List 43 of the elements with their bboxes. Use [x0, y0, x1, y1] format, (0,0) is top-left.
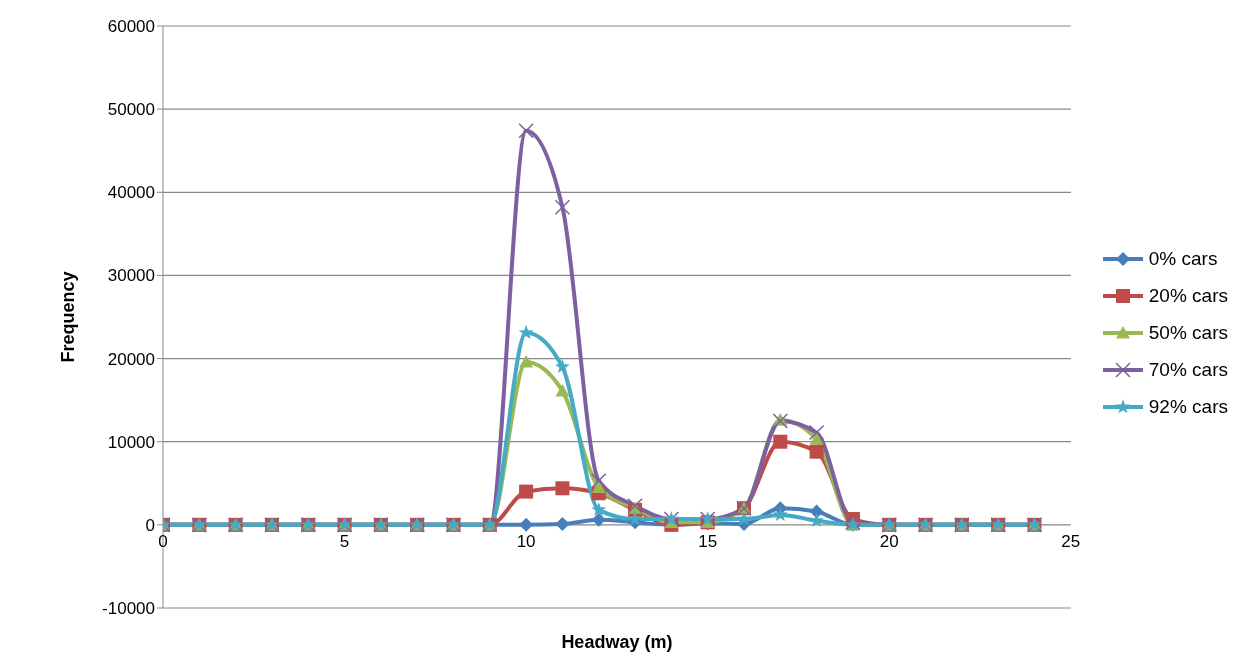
point: [808, 424, 825, 441]
legend-label: 50% cars: [1148, 322, 1228, 344]
point: [736, 511, 752, 526]
point: [773, 434, 788, 449]
point: [591, 480, 606, 494]
x-tick-label: 25: [1061, 531, 1081, 551]
point: [590, 473, 607, 489]
point: [591, 512, 606, 527]
point: [809, 432, 824, 445]
y-tick-label: 0: [145, 515, 155, 535]
legend-label: 70% cars: [1148, 359, 1228, 381]
x-tick-label: 5: [339, 531, 350, 551]
legend-label: 20% cars: [1148, 285, 1228, 307]
y-tick-label: 10000: [107, 432, 155, 452]
point: [627, 511, 643, 526]
point: [555, 384, 570, 397]
point: [554, 199, 571, 215]
point: [809, 444, 824, 459]
x-axis-title: Headway (m): [561, 632, 673, 652]
point: [555, 359, 570, 374]
point: [519, 517, 534, 532]
point: [519, 354, 534, 368]
y-axis-title: Frequency: [58, 271, 79, 363]
y-tick-label: 40000: [107, 183, 155, 203]
point: [627, 497, 643, 514]
point: [519, 484, 534, 499]
point: [591, 502, 607, 517]
legend-label: 0% cars: [1148, 248, 1218, 270]
y-tick-label: -10000: [102, 599, 155, 619]
point: [518, 123, 534, 139]
x-tick-label: 15: [698, 531, 718, 551]
point: [555, 517, 570, 532]
y-tick-label: 30000: [107, 266, 155, 286]
y-tick-label: 20000: [107, 349, 155, 369]
x-tick-label: 0: [158, 531, 168, 551]
y-tick-label: 50000: [107, 100, 155, 120]
x-tick-label: 10: [516, 531, 536, 551]
x-tick-label: 20: [879, 531, 899, 551]
y-tick-label: 60000: [107, 17, 155, 37]
point: [555, 481, 570, 496]
point: [518, 325, 534, 340]
legend-label: 92% cars: [1148, 396, 1228, 418]
point: [772, 507, 788, 522]
